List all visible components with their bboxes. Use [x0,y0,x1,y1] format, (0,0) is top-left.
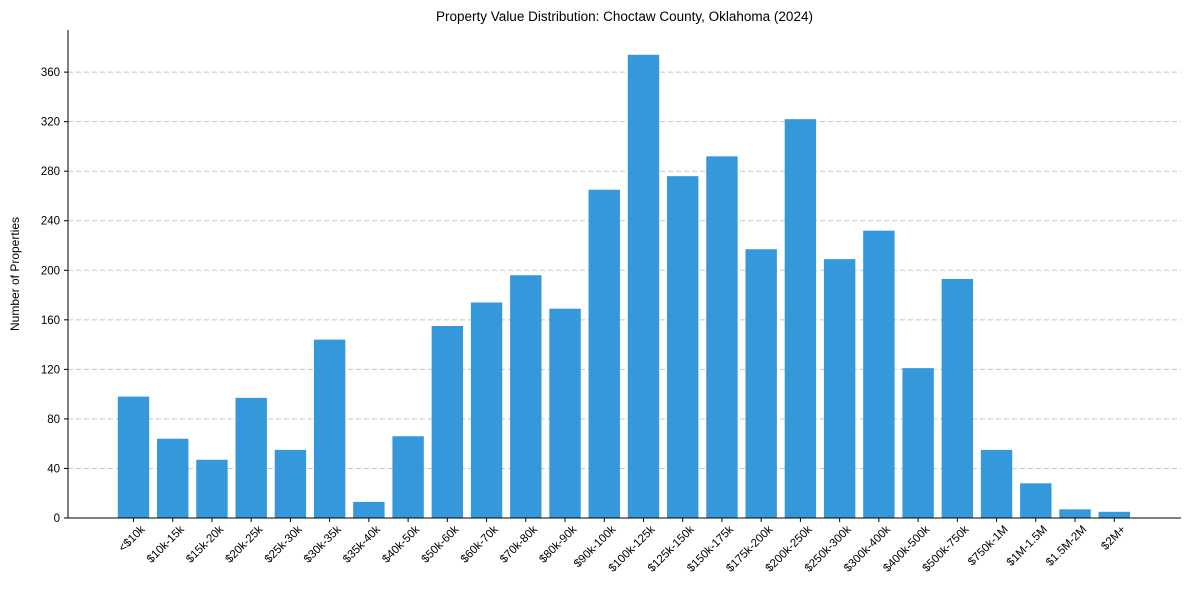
bar [588,189,620,518]
x-tick-label: $30k-35k [302,523,344,565]
bar [784,119,817,518]
bar [1020,483,1052,518]
x-tick-label: $40k-50k [380,523,422,565]
x-tick-label: $750k-1M [966,524,1011,569]
grid-lines [68,71,1181,469]
x-tick-label: $70k-80k [498,523,540,565]
bar [627,54,660,518]
bar [863,230,895,518]
x-tick-label: <$10k [117,523,148,554]
y-tick-label: 80 [47,414,60,426]
bar [392,436,424,518]
x-tick-label: $1M-1.5M [1005,524,1050,569]
bar [745,249,777,518]
bar [431,326,464,518]
bar [980,449,1013,518]
bar [706,156,738,518]
bar [667,176,699,518]
bars [117,54,1130,518]
bar [157,438,189,518]
x-tick-label: $20k-25k [223,523,265,565]
y-tick-label: 40 [47,463,60,475]
y-ticks: 0 40 80 120 160 200 240 280 320 360 [41,67,68,525]
y-tick-label: 280 [41,166,60,178]
y-axis-label: Number of Properties [8,217,22,331]
bar [510,275,542,518]
x-tick-label: $60k-70k [459,523,501,565]
bar [274,449,307,518]
x-tick-label: $1.5M-2M [1044,524,1089,569]
bar [196,459,228,518]
y-tick-label: 120 [41,364,60,376]
bar [902,368,934,518]
y-tick-label: 320 [41,117,60,129]
x-ticks: <$10k$10k-15k$15k-20k$20k-25k$25k-30k$30… [117,518,1129,575]
x-tick-label: $15k-20k [184,523,226,565]
bar [1098,511,1130,518]
y-tick-label: 240 [41,216,60,228]
axes [67,30,1181,519]
bar [1059,509,1091,518]
bar [353,501,385,518]
bar [117,396,150,518]
y-tick-label: 160 [41,315,60,327]
x-tick-label: $2M+ [1099,523,1128,552]
bar [235,397,267,518]
y-tick-label: 0 [54,513,60,525]
bar [941,278,974,518]
bar [823,259,856,518]
bar [313,339,346,518]
x-tick-label: $50k-60k [420,523,462,565]
x-tick-label: $25k-30k [263,523,305,565]
y-tick-label: 360 [41,67,60,79]
y-tick-label: 200 [41,265,60,277]
x-tick-label: $10k-15k [145,523,187,565]
chart-title: Property Value Distribution: Choctaw Cou… [436,9,813,24]
x-tick-label: $35k-40k [341,523,383,565]
bar [470,302,503,518]
bar [549,308,581,518]
